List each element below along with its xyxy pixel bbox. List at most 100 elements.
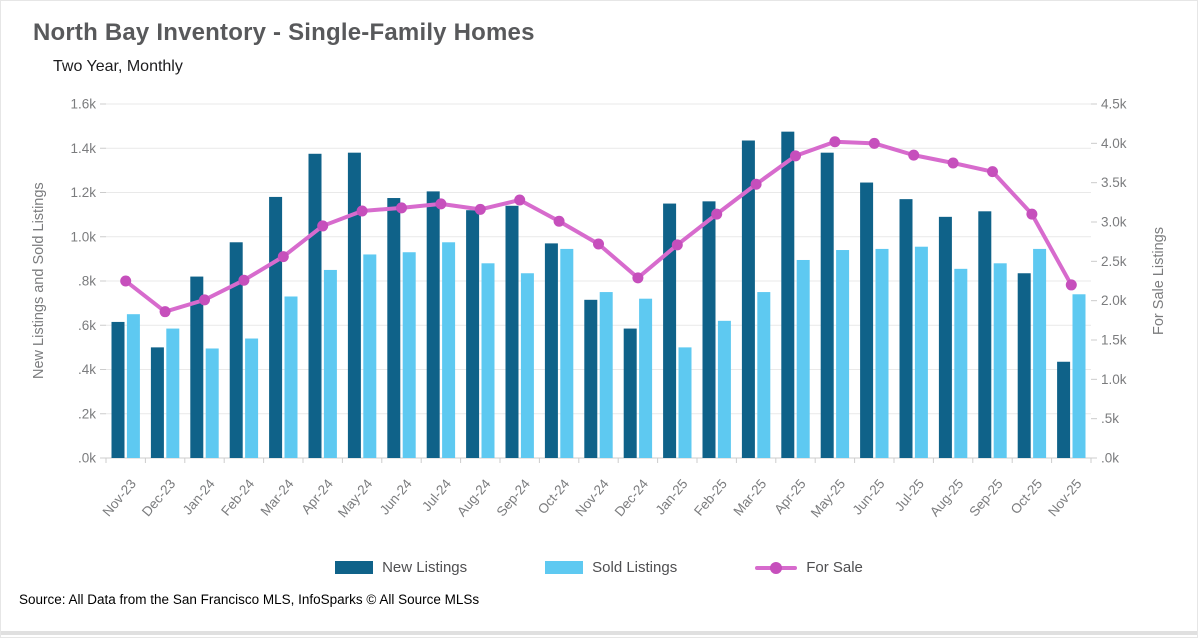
for-sale-point xyxy=(553,215,565,227)
bar-new-listings xyxy=(505,205,519,458)
left-axis-tick-label: 1.2k xyxy=(70,185,96,200)
bar-new-listings xyxy=(466,210,480,458)
x-axis-label: Jul-25 xyxy=(892,476,927,514)
legend-item-for-sale: For Sale xyxy=(755,559,863,576)
x-axis-label: Nov-24 xyxy=(572,476,612,519)
bar-sold-listings xyxy=(639,298,653,458)
left-axis-tick-label: .0k xyxy=(78,451,96,466)
left-axis-tick-label: .6k xyxy=(78,318,96,333)
bar-new-listings xyxy=(111,321,125,458)
x-axis-label: Nov-25 xyxy=(1045,476,1084,519)
right-axis-tick-label: 1.5k xyxy=(1101,333,1127,348)
right-axis-title: For Sale Listings xyxy=(1151,227,1167,335)
x-axis-label: May-24 xyxy=(335,476,376,521)
left-axis-tick-label: 1.4k xyxy=(70,141,96,156)
new-listings-swatch-icon xyxy=(335,561,374,574)
bar-new-listings xyxy=(741,140,755,458)
bar-sold-listings xyxy=(796,259,810,458)
for-sale-point xyxy=(947,157,959,169)
bar-new-listings xyxy=(308,153,322,458)
bar-sold-listings xyxy=(402,252,416,458)
bar-sold-listings xyxy=(1072,294,1086,458)
x-axis-label: Apr-24 xyxy=(298,476,336,517)
for-sale-point xyxy=(790,150,801,162)
bar-new-listings xyxy=(426,191,440,459)
for-sale-point xyxy=(238,274,250,286)
source-attribution: Source: All Data from the San Francisco … xyxy=(19,592,480,607)
right-axis-tick-label: .5k xyxy=(1101,411,1119,426)
for-sale-point xyxy=(711,208,723,220)
legend-item-new-listings: New Listings xyxy=(335,559,467,576)
left-axis-tick-label: .4k xyxy=(78,362,96,377)
bar-new-listings xyxy=(938,216,952,458)
right-axis-tick-label: 4.0k xyxy=(1101,136,1127,151)
for-sale-point xyxy=(159,306,171,318)
bar-new-listings xyxy=(150,347,164,458)
bar-new-listings xyxy=(623,328,637,458)
for-sale-point xyxy=(317,220,329,232)
for-sale-point xyxy=(396,202,407,214)
x-axis-label: Mar-25 xyxy=(730,476,769,518)
for-sale-point xyxy=(1065,279,1077,291)
bar-new-listings xyxy=(269,196,283,459)
legend-label-new-listings: New Listings xyxy=(382,559,468,576)
for-sale-point xyxy=(632,272,644,284)
bar-sold-listings xyxy=(836,250,850,458)
bar-sold-listings xyxy=(481,263,495,458)
x-axis-label: Feb-25 xyxy=(691,476,730,518)
bar-sold-listings xyxy=(166,328,180,458)
x-axis-label: Aug-24 xyxy=(454,476,494,519)
bar-sold-listings xyxy=(914,246,928,458)
right-axis-tick-label: 3.5k xyxy=(1101,175,1127,190)
for-sale-point xyxy=(199,294,210,306)
for-sale-point xyxy=(514,194,526,206)
x-axis-label: Oct-25 xyxy=(1008,476,1046,517)
legend-label-for-sale: For Sale xyxy=(806,559,863,576)
bar-sold-listings xyxy=(442,242,456,458)
x-axis-label: Nov-23 xyxy=(100,476,139,519)
bar-new-listings xyxy=(347,152,361,459)
bar-sold-listings xyxy=(717,320,731,458)
for-sale-point xyxy=(671,239,683,251)
bar-new-listings xyxy=(190,276,204,458)
left-axis-tick-label: .2k xyxy=(78,406,96,421)
x-axis-label: Oct-24 xyxy=(535,476,573,517)
chart-subtitle: Two Year, Monthly xyxy=(53,58,183,75)
x-axis-label: Mar-24 xyxy=(258,476,297,519)
bar-sold-listings xyxy=(560,248,574,458)
for-sale-point xyxy=(474,203,486,215)
bar-new-listings xyxy=(387,198,401,458)
bar-new-listings xyxy=(544,243,558,458)
right-axis-tick-label: 4.5k xyxy=(1101,97,1127,112)
bar-sold-listings xyxy=(678,347,692,458)
bar-sold-listings xyxy=(363,254,377,458)
bar-sold-listings xyxy=(126,314,140,458)
bar-sold-listings xyxy=(993,263,1007,458)
left-axis-tick-label: .8k xyxy=(78,274,96,289)
legend-item-sold-listings: Sold Listings xyxy=(545,559,677,576)
x-axis-label: Jan-24 xyxy=(180,476,218,518)
chart-legend: New Listings Sold Listings For Sale xyxy=(1,559,1197,576)
right-axis-tick-label: 2.0k xyxy=(1101,293,1127,308)
bar-new-listings xyxy=(978,211,992,458)
bar-sold-listings xyxy=(284,296,298,458)
for-sale-marker-icon xyxy=(770,561,783,574)
x-axis-label: Aug-25 xyxy=(927,476,966,519)
left-axis-title: New Listings and Sold Listings xyxy=(31,182,47,380)
bar-new-listings xyxy=(781,131,795,458)
bar-new-listings xyxy=(1017,273,1031,458)
bar-sold-listings xyxy=(599,292,613,458)
for-sale-point xyxy=(593,238,604,250)
bar-sold-listings xyxy=(245,338,259,458)
bar-new-listings xyxy=(702,201,716,458)
for-sale-point xyxy=(987,166,998,178)
bar-sold-listings xyxy=(954,268,968,458)
x-axis-label: Dec-23 xyxy=(139,476,178,519)
right-axis-tick-label: 1.0k xyxy=(1101,372,1127,387)
bar-new-listings xyxy=(1057,361,1071,458)
bar-new-listings xyxy=(899,199,913,458)
left-axis-tick-label: 1.6k xyxy=(70,97,96,112)
x-axis-label: Sep-25 xyxy=(966,476,1005,519)
x-axis-label: Apr-25 xyxy=(771,476,809,517)
